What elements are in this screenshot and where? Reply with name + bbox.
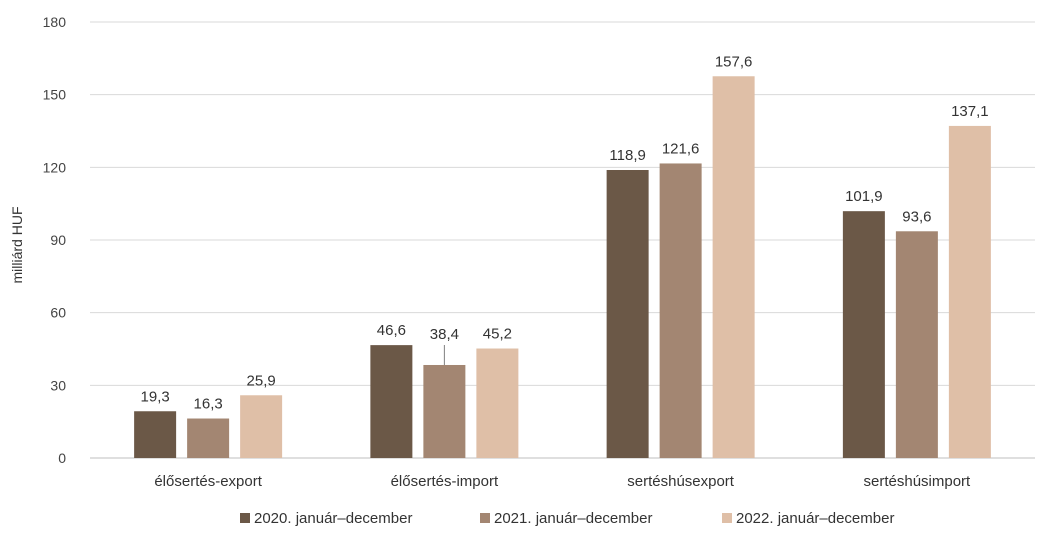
legend-label: 2022. január–december	[736, 510, 894, 527]
category-label: sertéshúsimport	[864, 473, 972, 490]
y-tick-label: 30	[50, 377, 66, 393]
bar	[712, 76, 755, 458]
data-label: 101,9	[845, 188, 883, 205]
bar	[187, 418, 230, 458]
bar	[423, 364, 466, 458]
data-label: 93,6	[902, 208, 931, 225]
category-label: élősertés-export	[154, 473, 262, 490]
bar	[476, 348, 519, 458]
legend: 2020. január–december 2021. január–decemb…	[240, 510, 894, 527]
data-label: 38,4	[430, 326, 459, 343]
data-label: 16,3	[194, 396, 223, 413]
y-axis-label: milliárd HUF	[9, 207, 25, 284]
data-label: 45,2	[483, 326, 512, 343]
legend-label: 2020. január–december	[254, 510, 412, 527]
legend-swatch	[240, 513, 250, 523]
y-axis-ticks: 0 30 60 90 120 150 180	[43, 14, 67, 466]
bars: 19,3 16,3 25,9 46,6 38,4 45,2 118,9 121,6 157,6 1…	[134, 53, 991, 459]
y-tick-label: 150	[43, 87, 67, 103]
bar	[370, 345, 413, 458]
legend-swatch	[480, 513, 490, 523]
legend-label: 2021. január–december	[494, 510, 652, 527]
data-label: 157,6	[715, 53, 753, 70]
bar	[659, 163, 702, 459]
data-label: 46,6	[377, 322, 406, 339]
y-tick-label: 0	[58, 450, 66, 466]
bar	[948, 125, 991, 458]
x-axis-categories: élősertés-export élősertés-import sertéshú…	[154, 473, 971, 490]
bar	[240, 395, 283, 458]
bar	[842, 211, 885, 458]
gridlines	[90, 21, 1035, 459]
y-tick-label: 120	[43, 159, 67, 175]
y-tick-label: 180	[43, 14, 67, 30]
data-label: 25,9	[247, 372, 276, 389]
data-label: 121,6	[662, 140, 700, 157]
y-tick-label: 90	[50, 232, 66, 248]
bar	[606, 169, 649, 458]
data-label: 118,9	[609, 147, 645, 164]
data-label: 19,3	[141, 388, 170, 405]
data-label: 137,1	[951, 103, 989, 120]
bar	[895, 231, 938, 458]
bar	[134, 411, 177, 458]
category-label: élősertés-import	[391, 473, 499, 490]
y-tick-label: 60	[50, 305, 66, 321]
legend-swatch	[722, 513, 732, 523]
category-label: sertéshúsexport	[627, 473, 735, 490]
